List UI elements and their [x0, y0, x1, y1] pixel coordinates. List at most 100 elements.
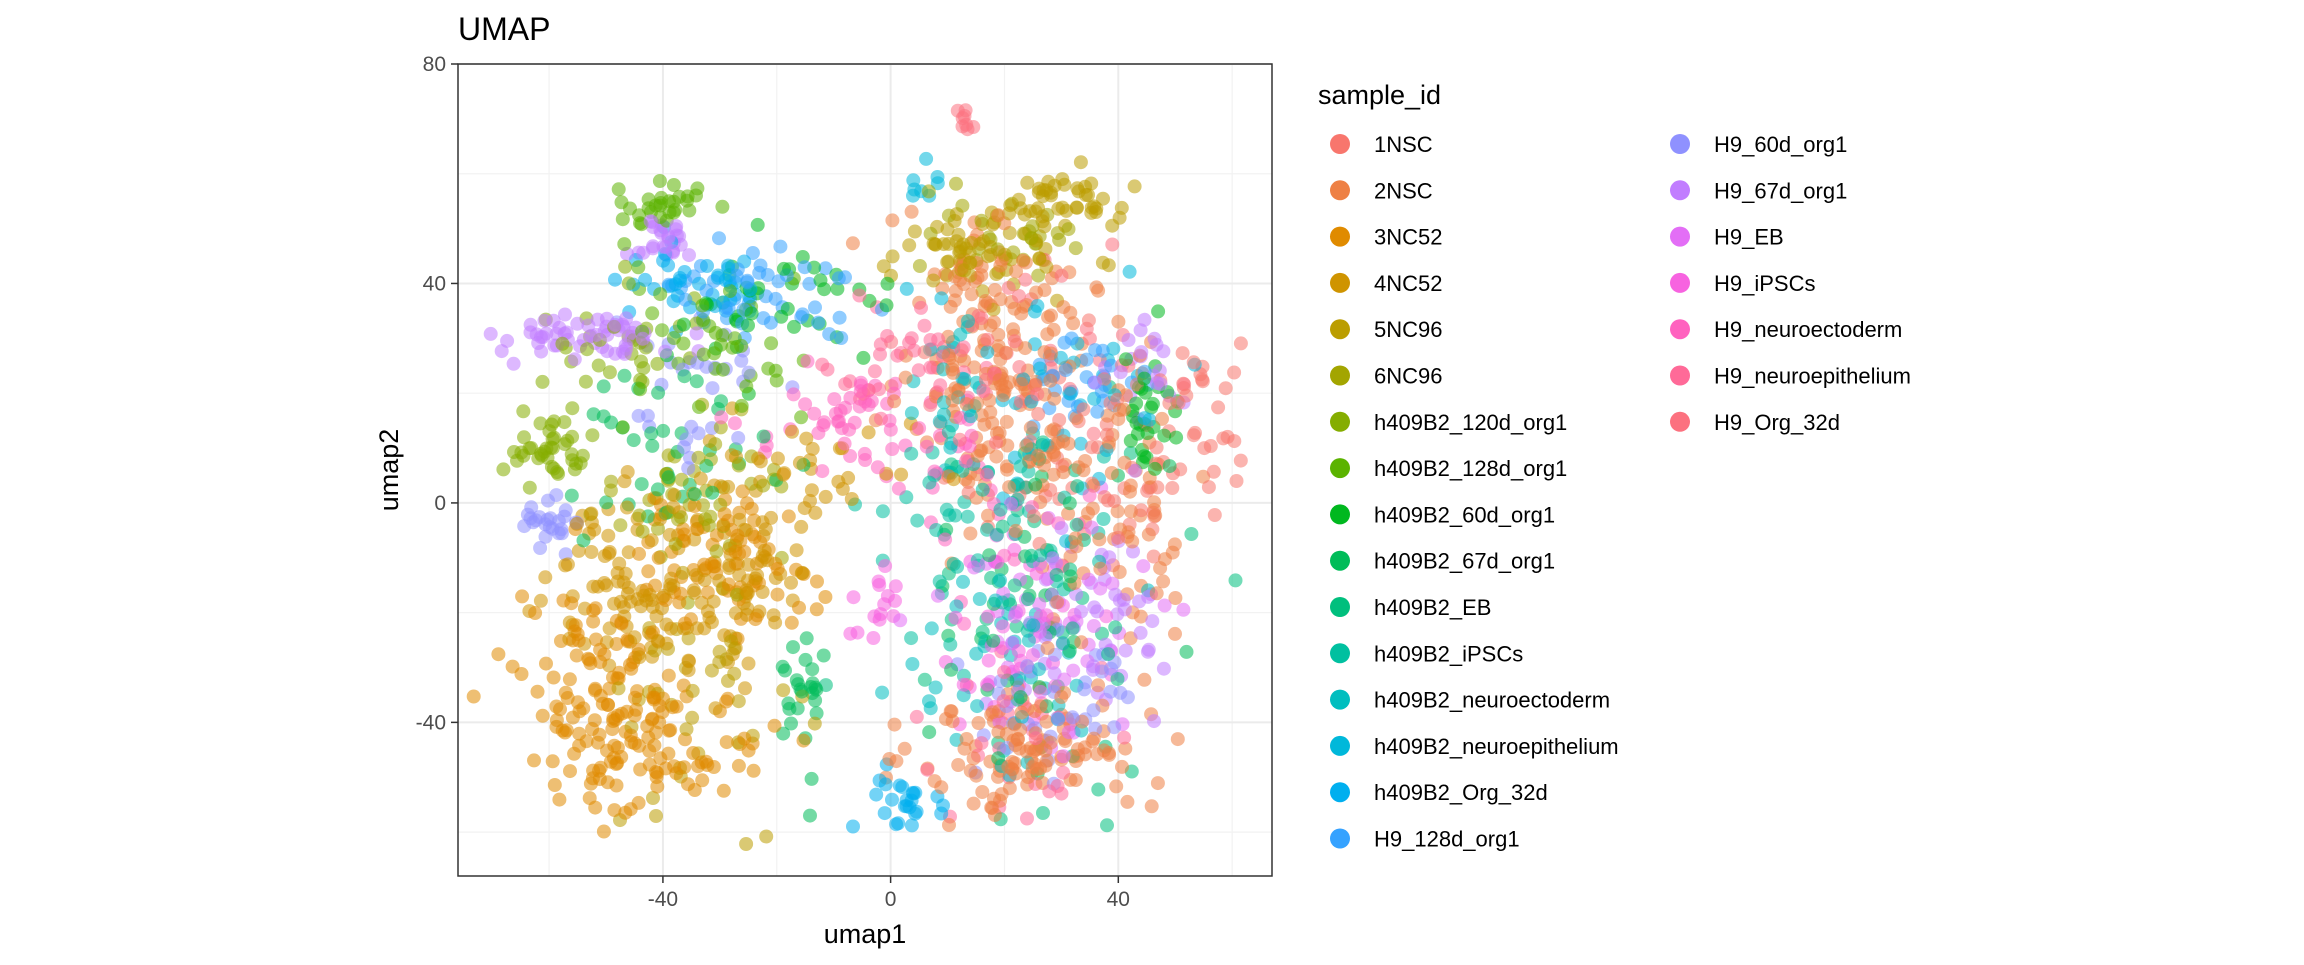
data-point	[1043, 735, 1058, 750]
data-point	[673, 586, 688, 601]
data-point	[608, 317, 623, 332]
data-point	[586, 579, 601, 594]
data-point	[938, 532, 953, 547]
data-point	[541, 493, 555, 508]
data-point	[875, 504, 890, 519]
data-point	[1141, 527, 1156, 542]
data-point	[1127, 463, 1142, 478]
data-point	[1032, 597, 1047, 612]
data-point	[926, 236, 941, 251]
data-point	[653, 287, 668, 302]
data-point	[852, 288, 867, 303]
data-point	[1233, 336, 1248, 351]
data-point	[1068, 531, 1083, 546]
data-point	[991, 751, 1006, 766]
data-point	[1018, 341, 1033, 356]
data-point	[998, 345, 1013, 360]
data-point	[695, 773, 710, 788]
data-point	[1054, 268, 1069, 283]
data-point	[986, 633, 1001, 648]
data-point	[641, 730, 656, 745]
legend-swatch	[1330, 597, 1350, 617]
data-point	[1066, 749, 1081, 764]
legend-swatch	[1670, 134, 1690, 154]
data-point	[1206, 464, 1221, 479]
data-point	[764, 336, 779, 351]
data-point	[995, 519, 1010, 534]
data-point	[1028, 477, 1043, 492]
data-point	[535, 374, 550, 389]
data-point	[957, 372, 972, 387]
data-point	[1086, 731, 1101, 746]
data-point	[689, 374, 704, 389]
data-point	[885, 249, 900, 264]
data-point	[610, 708, 625, 723]
data-point	[716, 783, 731, 798]
data-point	[1134, 503, 1149, 518]
data-point	[1068, 773, 1083, 787]
data-point	[738, 681, 752, 696]
data-point	[1032, 536, 1047, 551]
data-point	[1227, 434, 1242, 449]
legend-item: h409B2_120d_org1	[1330, 410, 1567, 435]
data-point	[805, 441, 820, 456]
data-point	[961, 314, 975, 329]
data-point	[1147, 495, 1162, 510]
data-point	[1105, 576, 1120, 591]
data-point	[1156, 574, 1171, 589]
data-point	[621, 545, 636, 560]
data-point	[1103, 684, 1118, 699]
data-point	[1014, 306, 1029, 321]
data-point	[1039, 714, 1054, 729]
data-point	[1086, 619, 1101, 633]
data-point	[1126, 544, 1140, 559]
data-point	[889, 754, 904, 769]
data-point	[569, 516, 584, 531]
legend-item: h409B2_60d_org1	[1330, 502, 1555, 527]
data-point	[1073, 155, 1088, 170]
data-point	[974, 311, 989, 326]
data-point	[633, 382, 648, 397]
data-point	[745, 246, 760, 260]
data-point	[1052, 232, 1067, 247]
data-point	[699, 283, 714, 298]
data-point	[967, 360, 982, 375]
data-point	[727, 641, 742, 656]
data-point	[922, 475, 937, 490]
data-point	[1186, 428, 1201, 443]
data-point	[540, 512, 555, 527]
data-point	[955, 198, 970, 213]
legend-label: h409B2_128d_org1	[1374, 456, 1567, 481]
legend-label: H9_neuroectoderm	[1714, 317, 1902, 342]
data-point	[679, 432, 694, 447]
data-point	[1201, 480, 1216, 495]
data-point	[507, 445, 521, 459]
data-point	[1111, 314, 1126, 329]
legend-label: 5NC96	[1374, 317, 1442, 342]
data-point	[588, 601, 603, 616]
legend-swatch	[1330, 828, 1350, 849]
data-point	[466, 689, 481, 704]
data-point	[1026, 509, 1041, 524]
data-point	[1176, 602, 1191, 617]
data-point	[880, 329, 895, 343]
data-point	[1113, 403, 1127, 417]
data-point	[948, 610, 963, 625]
data-point	[661, 258, 676, 273]
data-point	[721, 577, 736, 592]
data-point	[617, 368, 632, 383]
data-point	[756, 478, 771, 493]
data-point	[691, 450, 706, 465]
data-point	[1203, 439, 1218, 453]
data-point	[1144, 799, 1159, 814]
data-point	[943, 440, 958, 455]
data-point	[1051, 712, 1066, 726]
data-point	[714, 410, 729, 425]
data-point	[919, 151, 934, 166]
data-point	[993, 502, 1008, 517]
data-point	[739, 837, 754, 851]
data-point	[941, 236, 956, 251]
data-point	[822, 327, 837, 342]
data-point	[807, 716, 822, 731]
legend-label: 4NC52	[1374, 271, 1442, 296]
